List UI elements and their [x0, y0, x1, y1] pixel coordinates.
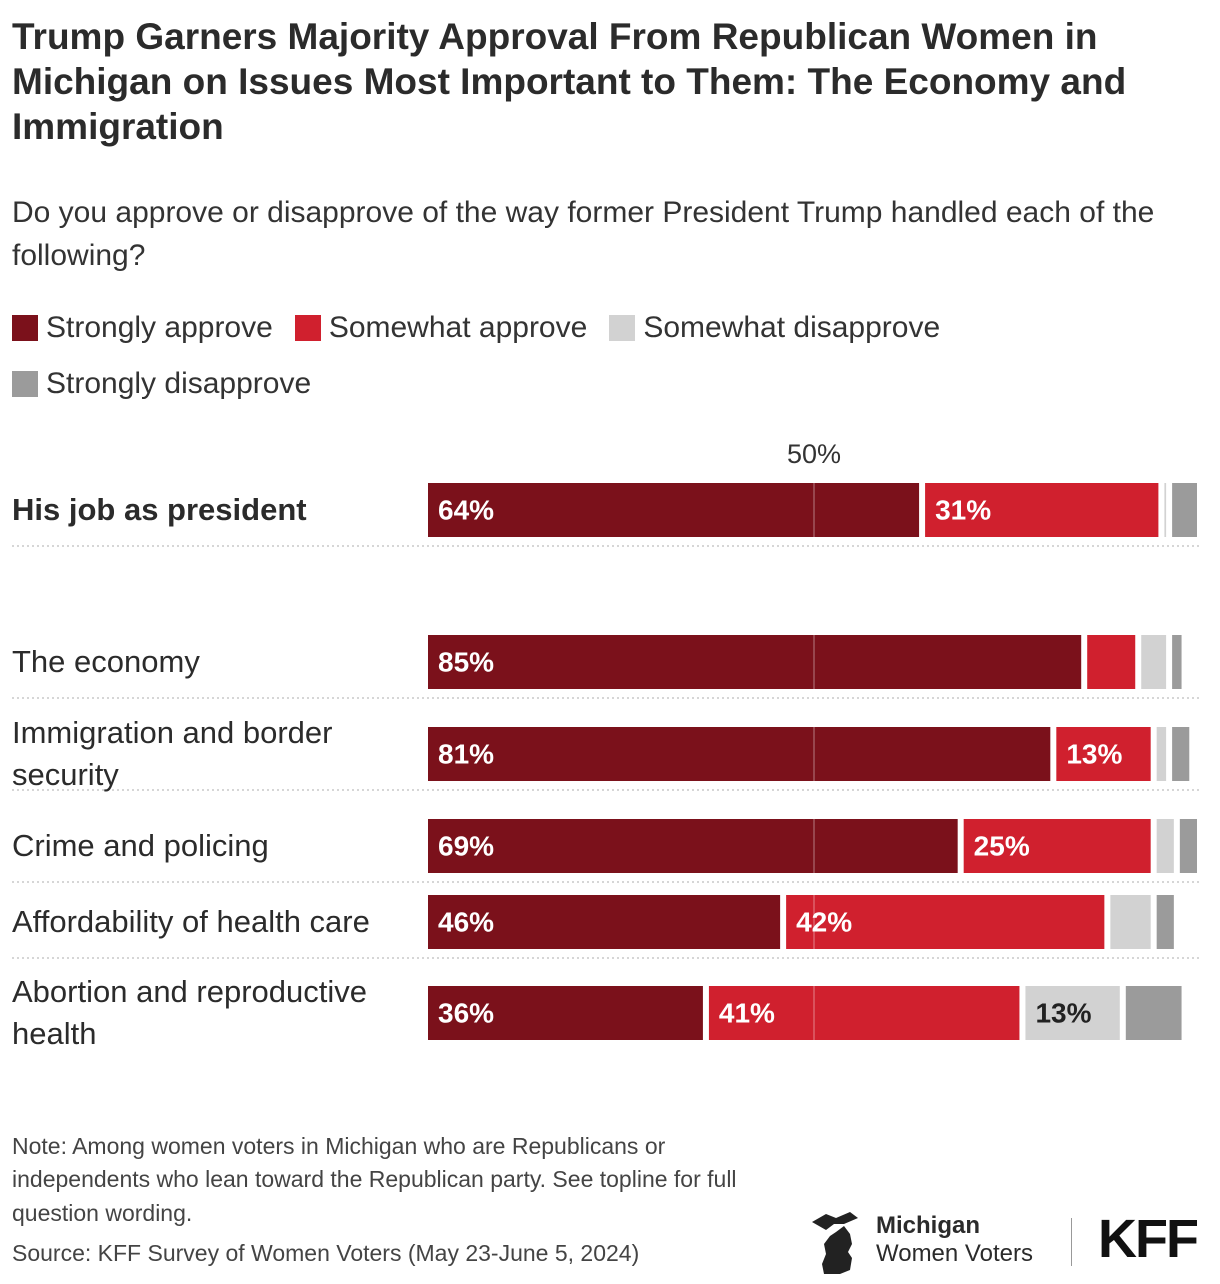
bar-segment [428, 483, 920, 537]
brand-name: Women Voters [876, 1240, 1033, 1267]
bar-segment [1087, 635, 1136, 689]
legend-item: Somewhat approve [294, 300, 588, 356]
legend-item: Strongly approve [12, 300, 273, 356]
bar-segment [1156, 819, 1174, 873]
legend-item: Strongly disapprove [12, 356, 311, 412]
value-label: 42% [796, 906, 852, 937]
logo: KFF [1098, 1209, 1199, 1269]
category-label: Abortion and reproductive health [12, 974, 368, 1051]
brand-separator [1071, 1218, 1072, 1266]
bar-segment [1172, 727, 1190, 781]
bar-segment [1156, 895, 1174, 949]
legend-label: Strongly approve [46, 311, 273, 344]
bar-segment [1172, 483, 1197, 537]
bar-segment [428, 819, 958, 873]
legend-label: Somewhat approve [328, 311, 588, 344]
legend: Strongly approve Somewhat approve Somewhat… [12, 300, 1112, 412]
bar-segment [1141, 635, 1167, 689]
legend-swatch [294, 315, 321, 341]
bar-segment [1179, 819, 1197, 873]
bar-segment [1025, 986, 1120, 1040]
value-label: 69% [438, 830, 494, 861]
bar-segment [428, 986, 703, 1040]
bar-segment [708, 986, 1020, 1040]
value-label: 85% [438, 646, 494, 677]
bar-segment [1110, 895, 1151, 949]
legend-label: Strongly disapprove [46, 367, 312, 400]
legend-label: Somewhat disapprove [643, 311, 941, 344]
brand-name: Michigan [876, 1212, 981, 1239]
x-tick-label: 50% [787, 439, 841, 469]
chart-subtitle: Do you approve or disapprove of the way … [12, 196, 1155, 272]
legend-swatch [12, 315, 38, 341]
bar-segment [428, 727, 1051, 781]
legend-swatch [609, 315, 636, 341]
category-label: Crime and policing [12, 828, 269, 864]
category-label: Affordability of health care [12, 904, 370, 940]
bar-segment [963, 819, 1151, 873]
bar-segment [925, 483, 1159, 537]
bar-segment [1056, 727, 1151, 781]
value-label: 31% [935, 494, 991, 525]
value-label: 36% [438, 997, 494, 1028]
legend-swatch [12, 371, 38, 397]
category-label: The economy [12, 644, 200, 680]
bar-segment [1172, 635, 1182, 689]
value-label: 64% [438, 494, 494, 525]
category-label: Immigration and border security [12, 715, 333, 792]
note: Note: Among women voters in Michigan who… [12, 1133, 737, 1226]
bar-segment [786, 895, 1105, 949]
chart-title: Trump Garners Majority Approval From Rep… [12, 16, 1127, 148]
category-label: His job as president [12, 492, 307, 528]
value-label: 13% [1066, 738, 1122, 769]
value-label: 81% [438, 738, 494, 769]
bar-segment [1156, 727, 1167, 781]
legend-item: Somewhat disapprove [609, 300, 940, 356]
value-label: 25% [974, 830, 1030, 861]
bar-segment [1164, 483, 1167, 537]
bar-segment [428, 635, 1082, 689]
bar-segment [1125, 986, 1182, 1040]
source: Source: KFF Survey of Women Voters (May … [12, 1240, 640, 1266]
value-label: 46% [438, 906, 494, 937]
value-label: 13% [1035, 997, 1091, 1028]
value-label: 41% [719, 997, 775, 1028]
bar-segment [428, 895, 781, 949]
